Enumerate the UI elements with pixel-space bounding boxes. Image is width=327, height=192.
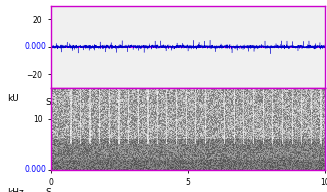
Text: kU: kU — [8, 94, 19, 103]
Text: 0.000: 0.000 — [25, 166, 46, 174]
Text: S: S — [45, 188, 51, 192]
Text: S: S — [45, 98, 51, 107]
Text: kHz: kHz — [8, 188, 24, 192]
Text: 0.000: 0.000 — [25, 42, 46, 51]
